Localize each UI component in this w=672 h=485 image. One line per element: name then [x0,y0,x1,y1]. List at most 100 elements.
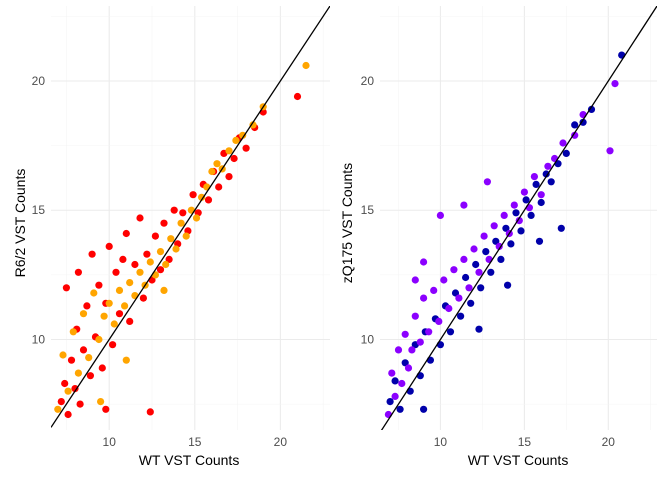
panel-zq175-series-0-point [386,398,394,406]
panel-zq175-series-1-point [525,204,534,212]
panel-r62-y-tick-label: 10 [32,333,46,347]
panel-r62-series-0-point [165,255,173,263]
panel-zq175-series-0-point [579,118,587,126]
panel-zq175-series-0-point [416,372,424,380]
panel-r62-series-0-point [79,346,88,354]
panel-zq175-series-0-point [396,405,404,413]
panel-zq175-series-1-point [425,328,433,336]
panel-zq175-identity-line [380,6,657,430]
panel-zq175: 10 15 20 10 15 20 WT VST Counts zQ175 VST Co… [339,6,657,468]
panel-zq175-series-1-point [606,147,614,155]
panel-zq175-series-0-point [537,198,545,207]
panel-r62-series-1-point [225,147,233,155]
panel-r62-series-1-point [232,136,240,144]
panel-r62-series-1-point [187,206,195,214]
panel-zq175-series-0-point [475,325,483,333]
panel-zq175-series-0-point [504,281,512,289]
panel-zq175-series-1-point [515,217,523,225]
panel-r62-series-0-point [151,232,159,240]
panel-zq175-series-1-point [398,379,406,388]
panel-r62-y-axis-title: R6/2 VST Counts [12,169,28,278]
panel-zq175-x-tick-label: 20 [602,435,616,449]
panel-r62-series-0-point [204,196,213,204]
panel-zq175-series-1-point [544,162,552,170]
panel-zq175-series-0-point [451,289,460,297]
panel-zq175-x-ticks: 10 15 20 [434,435,616,449]
panel-r62-series-1-point [105,299,113,307]
panel-r62-series-1-point [85,354,93,362]
panel-r62-series-0-point [230,154,238,163]
panel-r62-series-1-point [146,258,154,266]
panel-zq175-series-1-point [388,369,396,377]
panel-r62-series-1-point [203,183,211,191]
panel-zq175-series-1-point [394,346,403,354]
panel-r62-series-1-point [100,312,108,320]
panel-zq175-series-1-point [520,188,529,196]
panel-zq175-series-1-point [500,211,508,219]
panel-zq175-series-1-point [559,139,567,147]
panel-zq175-series-1-point [391,392,399,400]
panel-r62-x-tick-label: 20 [274,435,288,449]
panel-r62-series-1-point [198,193,206,201]
panel-r62-series-0-point [136,214,144,222]
panel-zq175-series-1-point [384,410,392,419]
panel-zq175-series-0-point [462,273,470,282]
panel-zq175-series-1-point [510,201,518,209]
panel-zq175-series-1-point [551,154,559,163]
panel-r62-identity-line [51,6,330,428]
panel-zq175-series-1-point [435,317,443,325]
panel-zq175-series-0-point [547,178,555,186]
panel-zq175-series-0-point [477,284,485,292]
panel-zq175-series-0-point [587,105,596,113]
panel-zq175-series-1-point [611,80,619,88]
panel-r62-series-0-point [189,191,197,199]
panel-zq175-series-1-point [430,286,438,294]
panel-zq175-series-0-point [492,237,500,245]
panel-zq175-series-0-point [522,196,530,204]
panel-r62-series-1-point [95,335,103,344]
panel-zq175-series-0-point [535,237,544,245]
panel-zq175-series-1-point [537,191,545,199]
panel-r62-series-1-point [126,279,134,287]
panel-zq175-series-1-point [465,284,473,292]
panel-zq175-series-1-point [411,312,419,320]
panel-r62-series-0-point [76,400,84,408]
panel-zq175-series-1-point [483,178,491,186]
panel-zq175-x-tick-label: 10 [434,435,448,449]
panel-zq175-series-0-point [472,260,480,269]
panel-zq175-series-1-point [404,364,413,372]
panel-r62-series-0-point [156,266,165,274]
panel-zq175-series-0-point [401,359,409,367]
panel-zq175-series-1-point [530,173,539,181]
panel-zq175-series-0-point [562,149,570,157]
panel-zq175-series-0-point [406,387,414,395]
panel-r62-series-1-point [54,405,62,413]
panel-r62-series-0-point [62,284,70,292]
panel-zq175-y-tick-label: 15 [361,203,375,217]
panel-r62-y-ticks: 10 15 20 [32,74,46,347]
panel-zq175-series-0-point [512,209,520,217]
panel-r62-series-0-point [143,250,151,258]
panel-r62-series-1-point [131,292,139,300]
panel-zq175-series-0-point [446,328,455,336]
panel-zq175-series-0-point [457,312,465,320]
panel-zq175-series-1-point [480,232,488,240]
panel-zq175-series-1-point [436,211,444,219]
panel-r62-series-1-point [302,61,310,70]
panel-zq175-series-1-point [420,294,428,302]
panel-zq175-series-1-point [440,276,448,284]
panel-r62-series-0-point [115,310,124,318]
panel-r62-series-0-point [146,408,154,416]
panel-r62-series-1-point [110,320,118,328]
panel-zq175-x-tick-label: 15 [518,435,532,449]
panel-r62-series-0-point [61,379,69,388]
panel-zq175-series-0-point [557,224,565,232]
panel-r62-series-0-point [160,219,168,227]
panel-r62-series-1-point [192,214,201,222]
panel-zq175-series-1-point [455,294,463,302]
panel-zq175-series-0-point [542,170,550,178]
panel-zq175-series-1-point [470,245,478,253]
panel-r62-series-0-point [170,206,178,214]
panel-zq175-series-1-point [408,346,416,354]
panel-r62-series-1-point [213,160,221,168]
